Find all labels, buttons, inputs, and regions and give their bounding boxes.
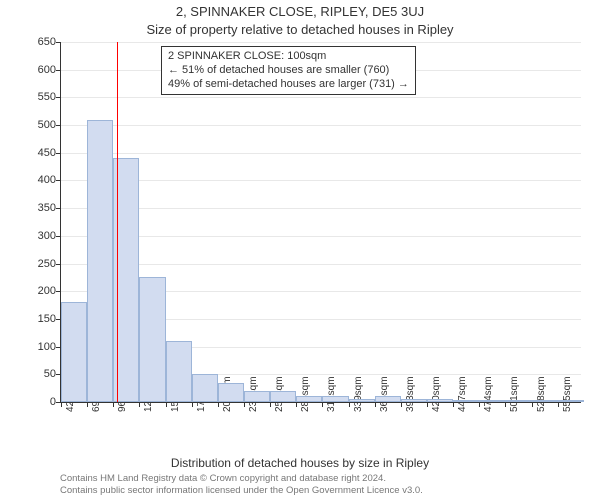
- annotation-line-2: ← 51% of detached houses are smaller (76…: [168, 64, 409, 78]
- histogram-bar: [244, 391, 270, 402]
- x-tick-mark: [244, 402, 245, 407]
- x-tick-mark: [427, 402, 428, 407]
- histogram-bar: [166, 341, 192, 402]
- x-tick-mark: [349, 402, 350, 407]
- gridline-h: [61, 97, 581, 98]
- y-tick-label: 200: [16, 285, 56, 297]
- x-tick-mark: [87, 402, 88, 407]
- gridline-h: [61, 42, 581, 43]
- x-tick-mark: [61, 402, 62, 407]
- gridline-h: [61, 153, 581, 154]
- y-tick-mark: [56, 264, 61, 265]
- x-tick-mark: [296, 402, 297, 407]
- x-tick-mark: [375, 402, 376, 407]
- y-tick-label: 0: [16, 396, 56, 408]
- chart-title-sub: Size of property relative to detached ho…: [0, 22, 600, 37]
- chart-container: 2, SPINNAKER CLOSE, RIPLEY, DE5 3UJ Size…: [0, 0, 600, 500]
- y-tick-label: 500: [16, 119, 56, 131]
- y-tick-label: 600: [16, 64, 56, 76]
- y-tick-mark: [56, 125, 61, 126]
- x-tick-mark: [401, 402, 402, 407]
- x-tick-mark: [192, 402, 193, 407]
- x-axis-label: Distribution of detached houses by size …: [0, 456, 600, 470]
- y-tick-mark: [56, 180, 61, 181]
- y-tick-mark: [56, 208, 61, 209]
- y-tick-mark: [56, 153, 61, 154]
- x-tick-mark: [453, 402, 454, 407]
- y-tick-label: 150: [16, 313, 56, 325]
- y-tick-label: 400: [16, 174, 56, 186]
- histogram-bar: [401, 399, 427, 402]
- x-tick-mark: [532, 402, 533, 407]
- marker-line: [117, 42, 118, 402]
- histogram-bar: [296, 396, 322, 402]
- x-tick-mark: [139, 402, 140, 407]
- histogram-bar: [375, 396, 401, 402]
- histogram-bar: [139, 277, 165, 402]
- y-tick-label: 250: [16, 258, 56, 270]
- y-tick-mark: [56, 236, 61, 237]
- histogram-bar: [479, 400, 505, 402]
- x-tick-mark: [166, 402, 167, 407]
- histogram-bar: [558, 400, 584, 402]
- y-tick-label: 100: [16, 341, 56, 353]
- annotation-line-3: 49% of semi-detached houses are larger (…: [168, 78, 409, 92]
- y-tick-mark: [56, 291, 61, 292]
- attribution-line-2: Contains public sector information licen…: [60, 485, 590, 496]
- histogram-bar: [192, 374, 218, 402]
- x-tick-mark: [270, 402, 271, 407]
- y-tick-label: 300: [16, 230, 56, 242]
- x-tick-mark: [322, 402, 323, 407]
- histogram-bar: [505, 400, 531, 402]
- x-tick-mark: [505, 402, 506, 407]
- annotation-box: 2 SPINNAKER CLOSE: 100sqm ← 51% of detac…: [161, 46, 416, 95]
- histogram-bar: [218, 383, 244, 402]
- y-tick-label: 350: [16, 202, 56, 214]
- histogram-bar: [270, 391, 296, 402]
- histogram-bar: [427, 399, 453, 402]
- x-tick-mark: [479, 402, 480, 407]
- x-tick-mark: [113, 402, 114, 407]
- annotation-line-1: 2 SPINNAKER CLOSE: 100sqm: [168, 50, 409, 64]
- y-tick-mark: [56, 70, 61, 71]
- attribution-line-1: Contains HM Land Registry data © Crown c…: [60, 473, 590, 484]
- y-tick-label: 550: [16, 91, 56, 103]
- chart-title-main: 2, SPINNAKER CLOSE, RIPLEY, DE5 3UJ: [0, 4, 600, 19]
- histogram-bar: [87, 120, 113, 402]
- histogram-bar: [61, 302, 87, 402]
- plot-area: 0501001502002503003504004505005506006504…: [60, 42, 581, 403]
- y-tick-mark: [56, 97, 61, 98]
- histogram-bar: [349, 399, 375, 402]
- y-tick-label: 50: [16, 368, 56, 380]
- attribution: Contains HM Land Registry data © Crown c…: [60, 473, 590, 496]
- histogram-bar: [532, 400, 558, 402]
- x-tick-mark: [558, 402, 559, 407]
- histogram-bar: [453, 400, 479, 402]
- y-tick-mark: [56, 42, 61, 43]
- y-tick-label: 650: [16, 36, 56, 48]
- histogram-bar: [322, 396, 348, 402]
- y-tick-label: 450: [16, 147, 56, 159]
- x-tick-mark: [218, 402, 219, 407]
- gridline-h: [61, 125, 581, 126]
